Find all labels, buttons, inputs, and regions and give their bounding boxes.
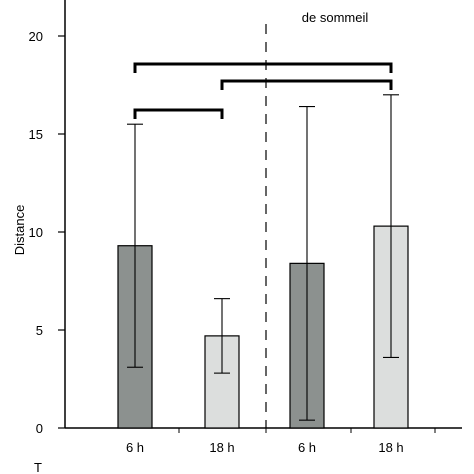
x-tick-label: 18 h (209, 440, 234, 455)
group-label-right-line2: de sommeil (302, 10, 369, 25)
footer-mark: T (34, 460, 42, 474)
significance-bracket (220, 79, 393, 90)
x-tick-label: 18 h (378, 440, 403, 455)
y-tick-label: 15 (29, 127, 43, 142)
y-tick-label: 5 (36, 323, 43, 338)
significance-bracket (133, 108, 224, 119)
y-tick-label: 10 (29, 225, 43, 240)
y-tick-label: 20 (29, 29, 43, 44)
significance-bracket (133, 62, 393, 73)
y-tick-label: 0 (36, 421, 43, 436)
x-tick-label: 6 h (126, 440, 144, 455)
y-axis-label: Distance (12, 205, 27, 256)
labels: Distance de sommeil T (12, 10, 368, 474)
significance-brackets (133, 62, 393, 119)
x-tick-label: 6 h (298, 440, 316, 455)
error-bars (127, 94, 399, 421)
bars (117, 225, 409, 429)
